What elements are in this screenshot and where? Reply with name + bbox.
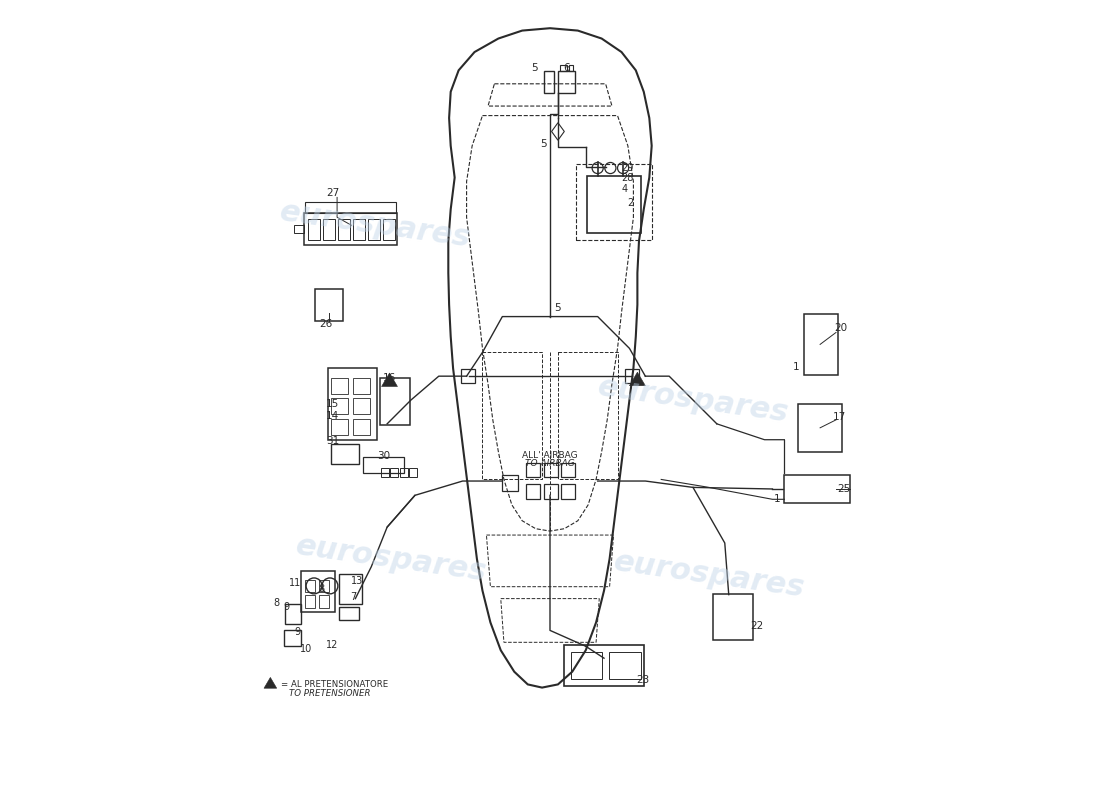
Bar [368, 219, 379, 239]
Polygon shape [629, 372, 646, 386]
Bar [571, 652, 603, 679]
Bar [564, 645, 644, 686]
Bar [319, 579, 329, 592]
Bar [543, 484, 558, 498]
Bar [322, 219, 334, 239]
Text: 12: 12 [326, 640, 339, 650]
Bar [381, 467, 388, 477]
Bar [301, 571, 334, 612]
Text: 4: 4 [621, 184, 628, 194]
Bar [804, 314, 837, 374]
Bar [353, 419, 371, 435]
Text: 7: 7 [350, 592, 356, 602]
Text: 14: 14 [326, 411, 339, 421]
Bar [338, 219, 350, 239]
Text: 8: 8 [318, 584, 324, 594]
Bar [383, 219, 395, 239]
Bar [284, 630, 301, 646]
Bar [784, 474, 849, 503]
Bar [315, 289, 343, 321]
Text: 22: 22 [750, 622, 763, 631]
Text: 2: 2 [627, 198, 634, 208]
Text: = AL PRETENSIONATORE: = AL PRETENSIONATORE [282, 680, 388, 689]
Bar [331, 444, 359, 463]
Bar [608, 652, 640, 679]
Text: 30: 30 [377, 450, 389, 461]
Bar [353, 398, 371, 414]
Bar [713, 594, 752, 640]
Text: eurospares: eurospares [595, 372, 791, 428]
Bar [294, 226, 304, 233]
Text: 20: 20 [835, 323, 847, 334]
Bar [363, 457, 404, 473]
Bar [543, 462, 558, 477]
Bar [306, 202, 396, 214]
Bar [798, 404, 843, 452]
Bar [561, 484, 575, 498]
Bar [304, 214, 397, 245]
Bar [305, 579, 315, 592]
Text: 9: 9 [284, 602, 290, 611]
Bar [543, 71, 554, 94]
Text: 31: 31 [326, 436, 339, 446]
Text: 23: 23 [636, 674, 649, 685]
Bar [390, 467, 398, 477]
Bar [526, 462, 540, 477]
Text: 15: 15 [326, 399, 339, 409]
Bar [576, 164, 651, 239]
Bar [308, 219, 320, 239]
Bar [286, 604, 301, 624]
Bar [625, 369, 639, 383]
Text: 9: 9 [294, 627, 300, 637]
Text: 11: 11 [289, 578, 301, 588]
Bar [379, 378, 410, 426]
Text: 29: 29 [621, 163, 634, 173]
Text: eurospares: eurospares [278, 198, 473, 253]
Text: 26: 26 [320, 318, 333, 329]
Bar [340, 607, 360, 620]
Bar [331, 419, 349, 435]
Text: 10: 10 [300, 645, 312, 654]
Bar [561, 462, 575, 477]
Text: 16: 16 [383, 373, 396, 382]
Bar [526, 484, 540, 498]
Bar [586, 176, 640, 233]
Text: eurospares: eurospares [294, 531, 488, 586]
Bar [409, 467, 417, 477]
Text: 5: 5 [531, 63, 538, 73]
Text: 25: 25 [837, 484, 850, 494]
Bar [331, 398, 349, 414]
Bar [569, 65, 573, 71]
Text: 28: 28 [621, 174, 634, 183]
Bar [503, 474, 518, 490]
Text: TO AIRBAG: TO AIRBAG [525, 459, 575, 468]
Text: 17: 17 [833, 413, 846, 422]
Bar [340, 574, 362, 604]
Bar [305, 595, 315, 608]
Bar [560, 65, 568, 71]
Bar [558, 71, 575, 94]
Bar [319, 595, 329, 608]
Text: 13: 13 [351, 576, 364, 586]
Text: 1: 1 [774, 494, 781, 504]
Bar [400, 467, 408, 477]
Bar [353, 378, 371, 394]
Polygon shape [264, 678, 277, 688]
Bar [328, 368, 377, 440]
Text: ALL' AIRBAG: ALL' AIRBAG [522, 451, 578, 460]
Text: eurospares: eurospares [612, 547, 806, 602]
Text: 8: 8 [274, 598, 279, 607]
Text: TO PRETENSIONER: TO PRETENSIONER [289, 690, 371, 698]
Bar [461, 369, 475, 383]
Text: 5: 5 [554, 303, 561, 313]
Text: 5: 5 [540, 139, 547, 149]
Text: 6: 6 [563, 63, 570, 73]
Bar [331, 378, 349, 394]
Polygon shape [382, 373, 397, 386]
Bar [353, 219, 365, 239]
Text: 1: 1 [793, 362, 800, 372]
Text: 27: 27 [326, 189, 339, 198]
